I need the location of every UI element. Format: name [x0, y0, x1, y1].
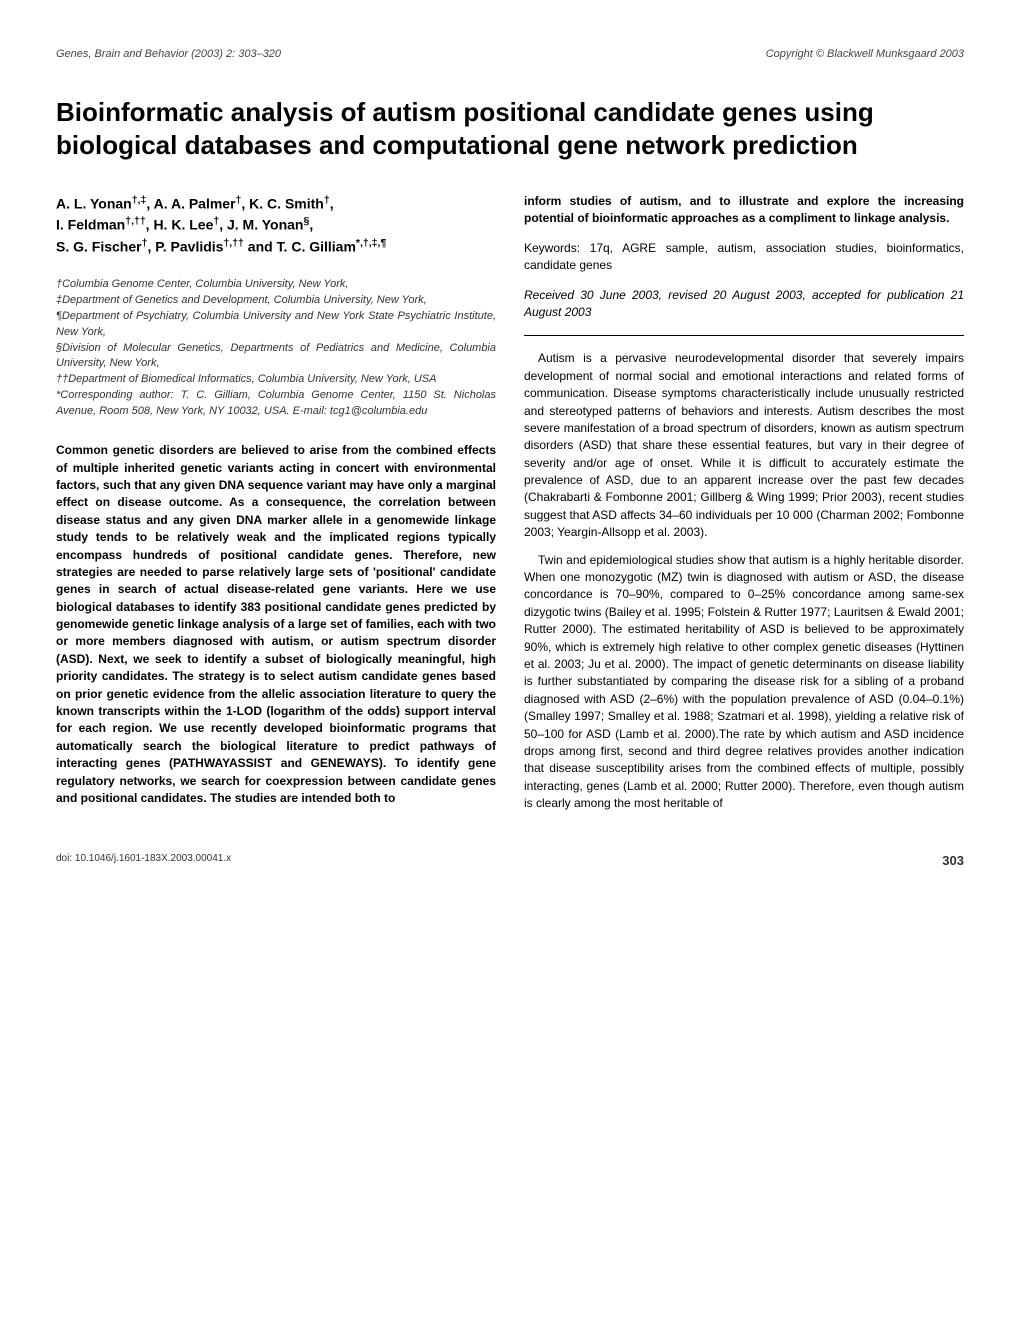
affiliation-line: ††Department of Biomedical Informatics, … — [56, 372, 496, 388]
doi: doi: 10.1046/j.1601-183X.2003.00041.x — [56, 853, 231, 868]
affiliation-line: *Corresponding author: T. C. Gilliam, Co… — [56, 388, 496, 420]
header-left: Genes, Brain and Behavior (2003) 2: 303–… — [56, 48, 281, 60]
author-list: A. L. Yonan†,‡, A. A. Palmer†, K. C. Smi… — [56, 193, 496, 257]
keywords: Keywords: 17q, AGRE sample, autism, asso… — [524, 240, 964, 275]
header-right: Copyright © Blackwell Munksgaard 2003 — [766, 48, 964, 60]
section-divider — [524, 335, 964, 336]
affiliation-line: †Columbia Genome Center, Columbia Univer… — [56, 277, 496, 293]
left-column: A. L. Yonan†,‡, A. A. Palmer†, K. C. Smi… — [56, 193, 496, 823]
page-number: 303 — [942, 853, 964, 868]
body-paragraph: Autism is a pervasive neurodevelopmental… — [524, 350, 964, 541]
affiliation-line: ‡Department of Genetics and Development,… — [56, 293, 496, 309]
affiliation-line: §Division of Molecular Genetics, Departm… — [56, 341, 496, 373]
abstract-continued: inform studies of autism, and to illustr… — [524, 193, 964, 228]
page-footer: doi: 10.1046/j.1601-183X.2003.00041.x 30… — [56, 853, 964, 868]
running-header: Genes, Brain and Behavior (2003) 2: 303–… — [56, 48, 964, 60]
received-dates: Received 30 June 2003, revised 20 August… — [524, 287, 964, 322]
abstract-text: Common genetic disorders are believed to… — [56, 442, 496, 807]
right-column: inform studies of autism, and to illustr… — [524, 193, 964, 823]
article-title: Bioinformatic analysis of autism positio… — [56, 96, 964, 161]
body-paragraph: Twin and epidemiological studies show th… — [524, 552, 964, 813]
affiliation-line: ¶Department of Psychiatry, Columbia Univ… — [56, 309, 496, 341]
affiliations: †Columbia Genome Center, Columbia Univer… — [56, 277, 496, 420]
